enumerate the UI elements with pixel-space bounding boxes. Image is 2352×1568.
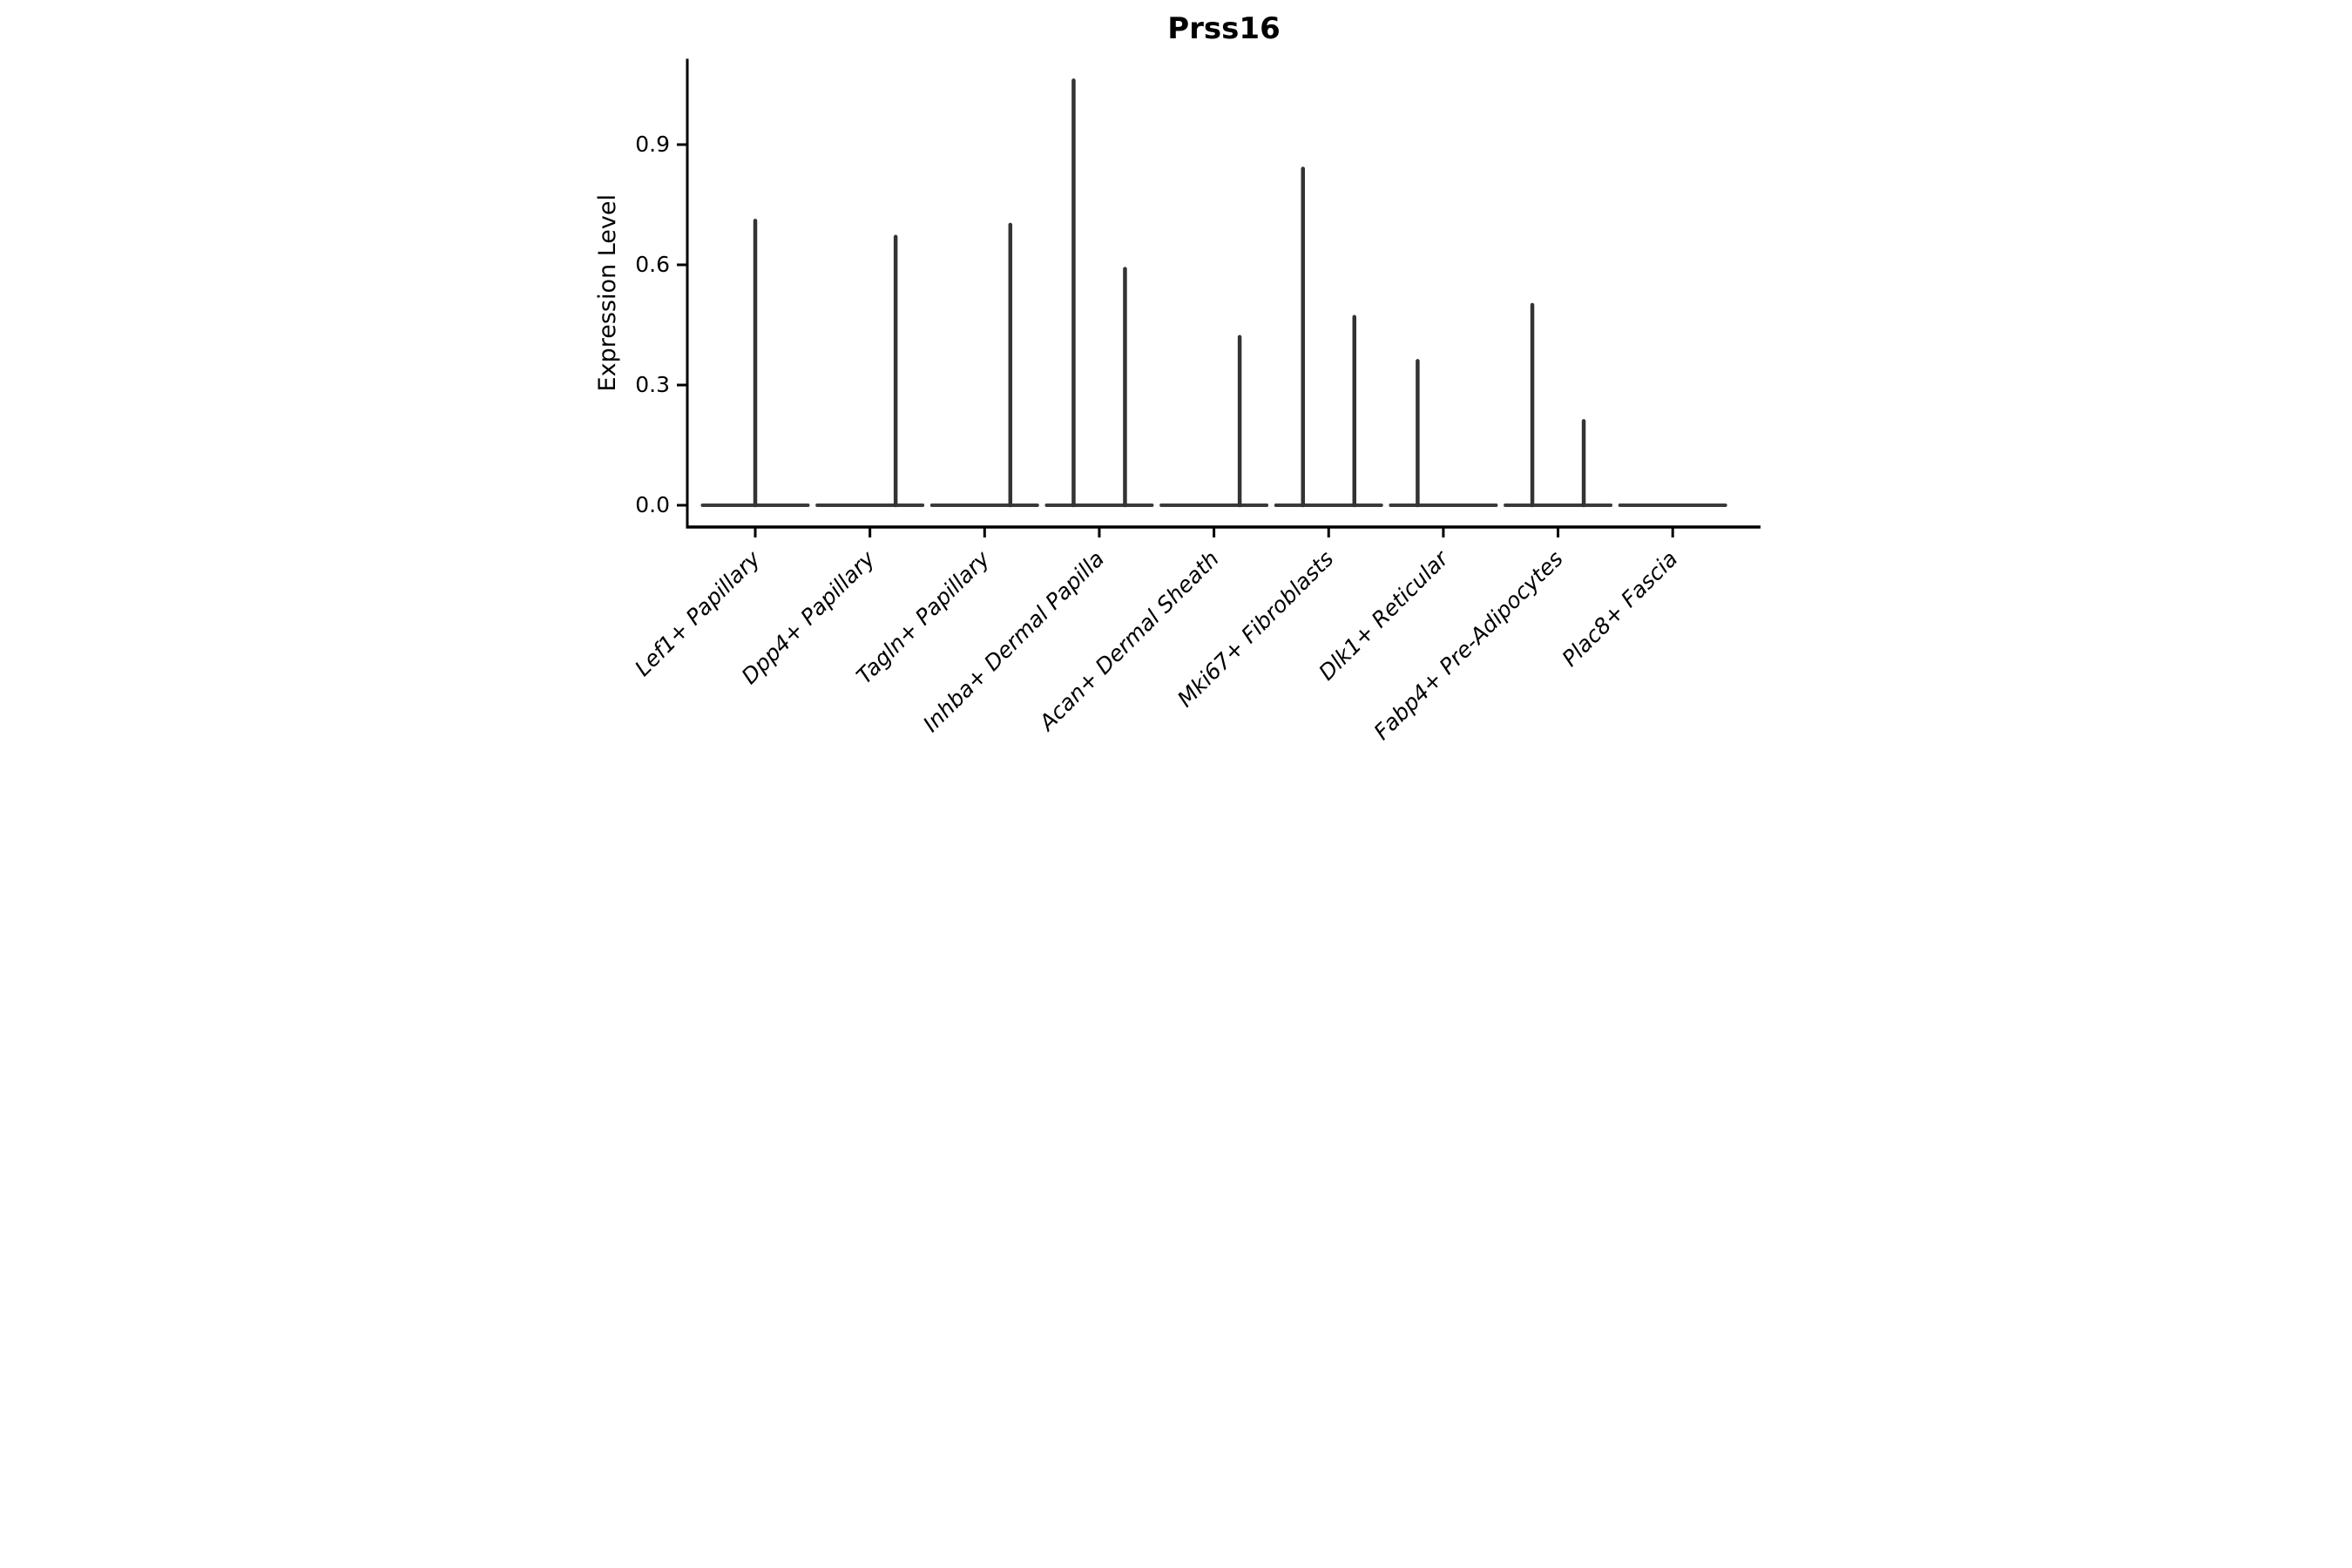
chart-canvas: Prss16 Expression Level 0.0 0.3 0.6 0.9 Lef1+ …	[594, 11, 1761, 745]
x-tick-label: Inhba+ Dermal Papilla	[918, 546, 1109, 737]
x-tick-label: Fabp4+ Pre-Adipocytes	[1369, 546, 1568, 745]
violin-plot-figure: Prss16 Expression Level 0.0 0.3 0.6 0.9 Lef1+ …	[588, 0, 1764, 784]
y-tick-label: 0.0	[635, 492, 670, 517]
y-tick-label: 0.9	[635, 132, 670, 157]
y-axis-label: Expression Level	[594, 194, 621, 391]
y-tick-label: 0.6	[635, 252, 670, 277]
x-tick-label: Plac8+ Fascia	[1557, 546, 1682, 672]
x-tick-label: Acan+ Dermal Sheath	[1033, 546, 1224, 737]
x-tick-label: Lef1+ Papillary	[630, 545, 766, 681]
y-tick-label: 0.3	[635, 372, 670, 397]
chart-title: Prss16	[1167, 11, 1280, 46]
